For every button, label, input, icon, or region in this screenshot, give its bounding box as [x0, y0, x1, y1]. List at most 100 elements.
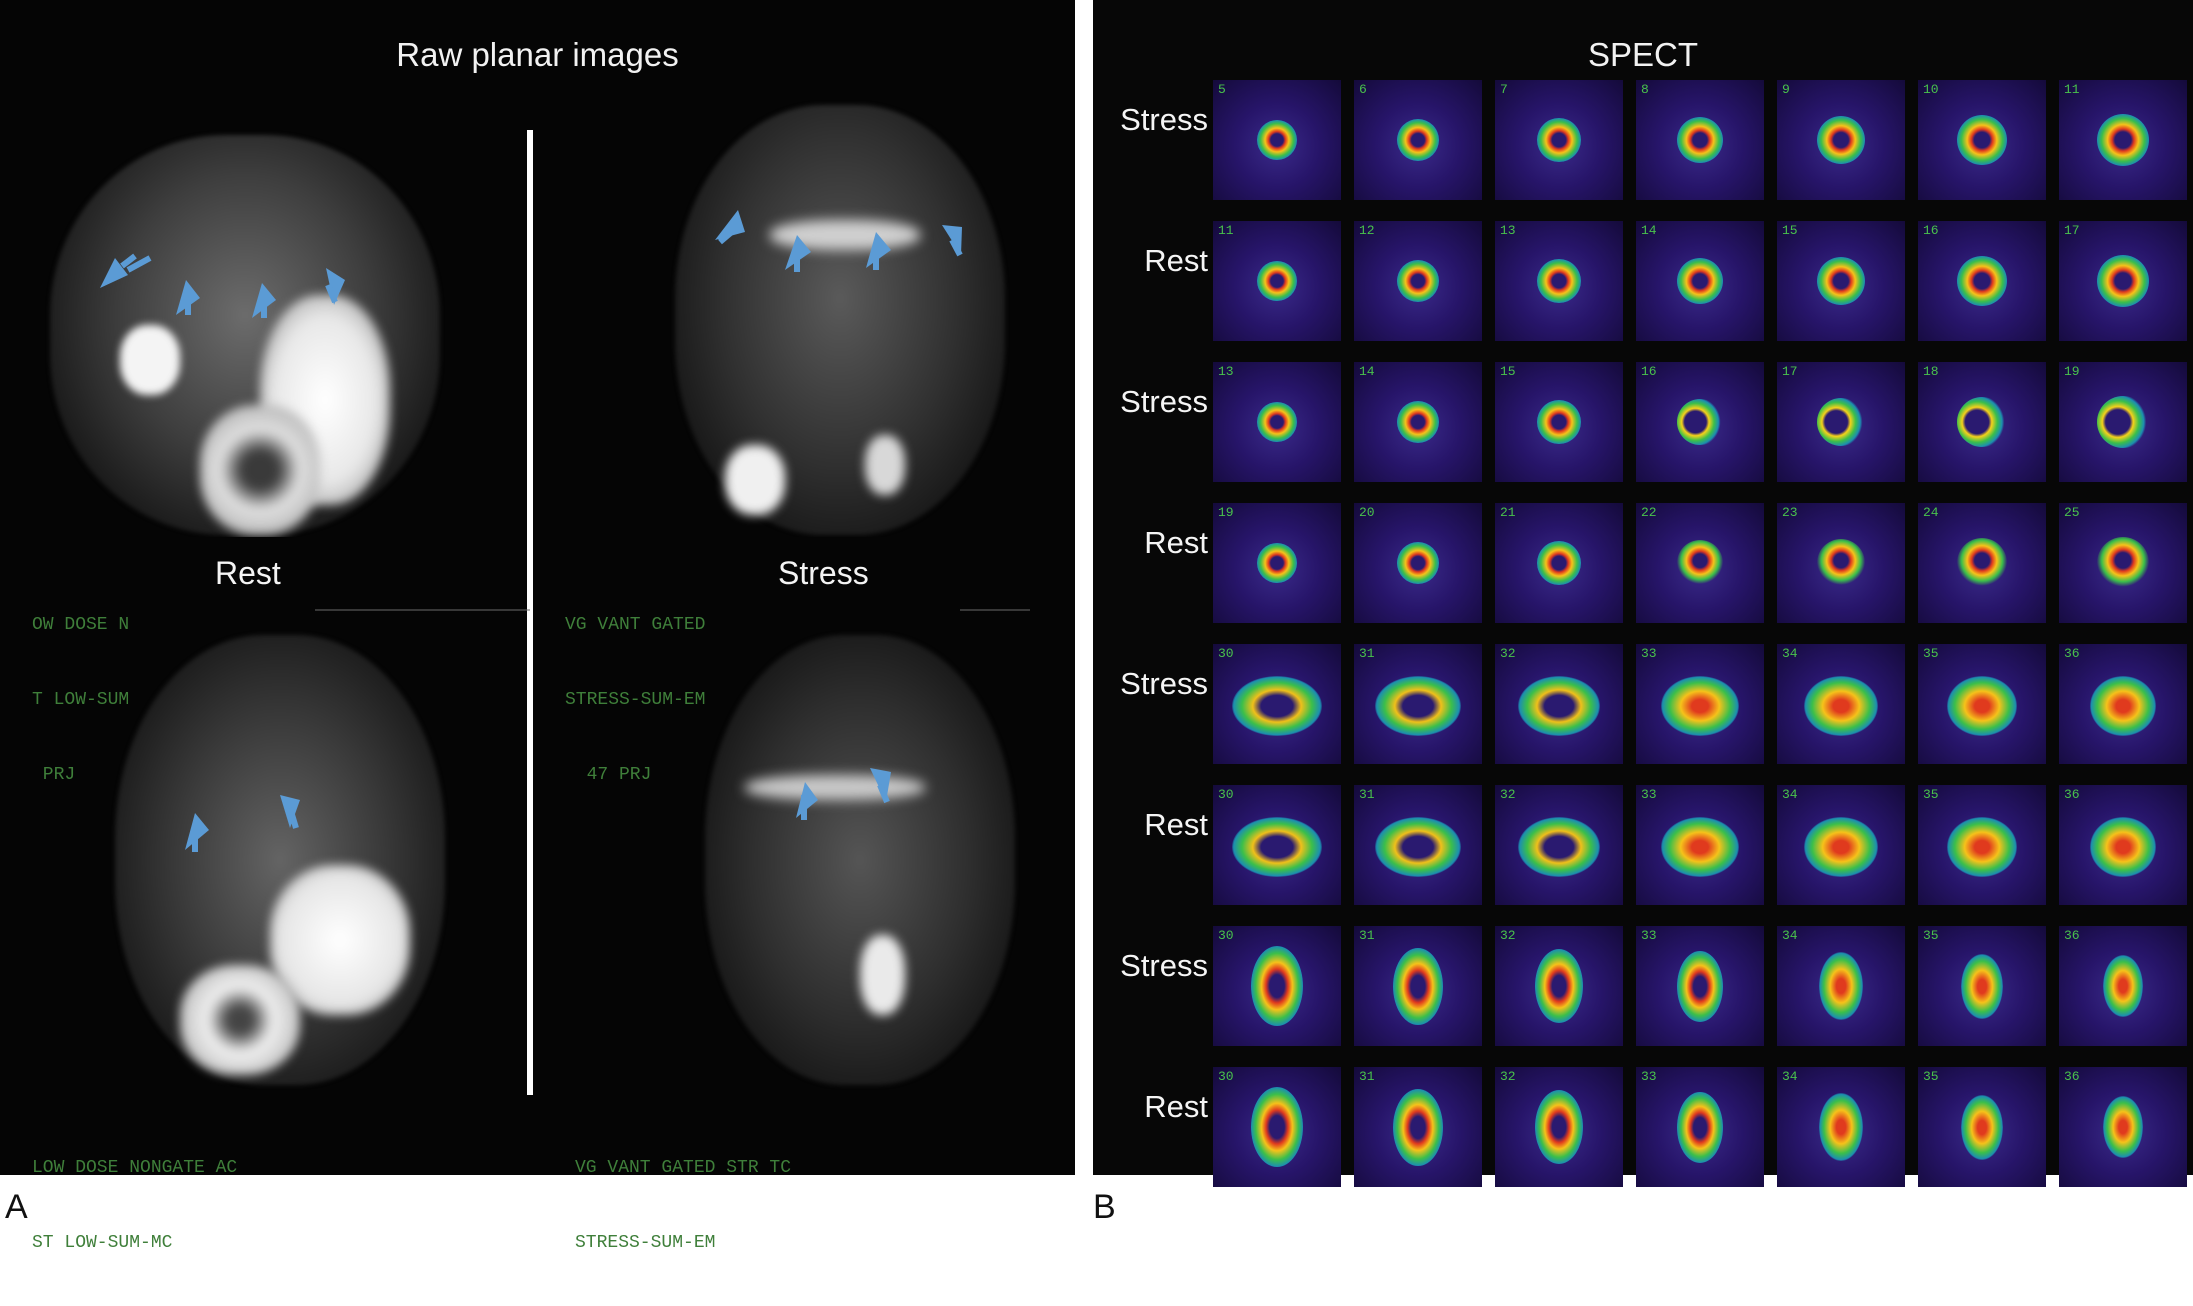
myocardium-uptake: [1817, 257, 1865, 305]
slice-number: 21: [1500, 505, 1516, 520]
caption-line: OW DOSE N: [32, 615, 130, 635]
slice-number: 33: [1641, 646, 1657, 661]
row-label-rest: Rest: [1144, 525, 1208, 560]
spect-slice: 33: [1636, 644, 1764, 764]
myocardium-uptake: [1375, 817, 1461, 877]
slice-number: 6: [1359, 82, 1367, 97]
slice-number: 32: [1500, 646, 1516, 661]
slice-number: 8: [1641, 82, 1649, 97]
spect-slice: 13: [1495, 221, 1623, 341]
myocardium-uptake: [1251, 946, 1303, 1026]
myocardium-uptake: [1961, 953, 2003, 1019]
panel-letter-b: B: [1093, 1188, 1116, 1226]
slice-number: 36: [2064, 646, 2080, 661]
myocardium-uptake: [1232, 817, 1322, 877]
slice-number: 30: [1218, 646, 1234, 661]
spect-slice: 32: [1495, 785, 1623, 905]
spect-slice: 10: [1918, 80, 2046, 200]
caption-line: 47 PRJ: [565, 765, 652, 785]
spect-slice: 6: [1354, 80, 1482, 200]
spect-slice: 32: [1495, 926, 1623, 1046]
slice-number: 16: [1641, 364, 1657, 379]
spect-slice: 35: [1918, 785, 2046, 905]
slice-number: 33: [1641, 928, 1657, 943]
slice-number: 24: [1923, 505, 1939, 520]
myocardium-uptake: [1397, 260, 1439, 302]
spect-slice: 14: [1636, 221, 1764, 341]
slice-number: 32: [1500, 787, 1516, 802]
bottom-right-caption: VG VANT GATED STR TC STRESS-SUM-EM: [575, 1106, 791, 1306]
myocardium-uptake: [1661, 817, 1739, 877]
myocardium-uptake: [1393, 947, 1443, 1025]
slice-number: 9: [1782, 82, 1790, 97]
slice-number: 34: [1782, 787, 1798, 802]
stress-lao-planar-image: [690, 625, 1030, 1085]
slice-number: 17: [2064, 223, 2080, 238]
caption-line: ST LOW-SUM-MC: [32, 1233, 173, 1253]
myocardium-uptake: [2097, 255, 2149, 307]
slice-number: 31: [1359, 787, 1375, 802]
spect-slice: 24: [1918, 503, 2046, 623]
myocardium-uptake: [1397, 119, 1439, 161]
myocardium-uptake: [2103, 1096, 2143, 1158]
spect-slice: 33: [1636, 785, 1764, 905]
spect-slice: 25: [2059, 503, 2187, 623]
slice-number: 31: [1359, 646, 1375, 661]
slice-number: 11: [2064, 82, 2080, 97]
slice-number: 15: [1782, 223, 1798, 238]
row-label-rest: Rest: [1144, 1089, 1208, 1124]
myocardium-uptake: [1397, 542, 1439, 584]
slice-number: 33: [1641, 1069, 1657, 1084]
slice-number: 31: [1359, 1069, 1375, 1084]
stress-label-box: [730, 537, 960, 617]
planar-title: Raw planar images: [396, 36, 679, 73]
slice-number: 10: [1923, 82, 1939, 97]
myocardium-uptake: [2090, 817, 2156, 877]
spect-slice: 35: [1918, 926, 2046, 1046]
row-label-rest: Rest: [1144, 807, 1208, 842]
spect-slice: 12: [1354, 221, 1482, 341]
slice-number: 34: [1782, 928, 1798, 943]
stress-anterior-planar-image: [655, 95, 1030, 535]
myocardium-uptake: [1804, 817, 1878, 877]
myocardium-uptake: [1537, 400, 1581, 444]
myocardium-uptake: [2103, 955, 2143, 1017]
spect-slice: 34: [1777, 926, 1905, 1046]
slice-number: 12: [1359, 223, 1375, 238]
caption-line: VG VANT GATED: [565, 615, 706, 635]
myocardium-uptake: [1819, 1093, 1863, 1161]
myocardium-uptake: [1817, 398, 1865, 446]
bottom-left-caption: LOW DOSE NONGATE AC ST LOW-SUM-MC: [32, 1106, 237, 1306]
myocardium-uptake: [1677, 1091, 1723, 1163]
slice-number: 35: [1923, 928, 1939, 943]
slice-number: 36: [2064, 1069, 2080, 1084]
spect-slice: 16: [1636, 362, 1764, 482]
slice-number: 35: [1923, 787, 1939, 802]
spect-slice: 30: [1213, 1067, 1341, 1187]
spect-slice: 23: [1777, 503, 1905, 623]
myocardium-uptake: [1819, 952, 1863, 1020]
myocardium-uptake: [1397, 401, 1439, 443]
slice-number: 13: [1218, 364, 1234, 379]
myocardium-uptake: [1677, 950, 1723, 1022]
arrow-icon: [100, 258, 128, 288]
spect-slice: 21: [1495, 503, 1623, 623]
rest-lao-planar-image: [95, 625, 465, 1095]
spect-panel: SPECT Stress 5 6 7 8 9 10 11 Rest 11 12 13 14 15 16 17 S…: [1093, 0, 2193, 1187]
slice-number: 32: [1500, 928, 1516, 943]
row-label-stress: Stress: [1120, 384, 1208, 419]
spect-slice: 31: [1354, 785, 1482, 905]
spect-slice: 8: [1636, 80, 1764, 200]
myocardium-uptake: [1957, 397, 2007, 447]
arrow-shafts: [126, 222, 963, 852]
myocardium-uptake: [1817, 116, 1865, 164]
row-label-stress: Stress: [1120, 666, 1208, 701]
myocardium-uptake: [1537, 541, 1581, 585]
arrow-icon: [715, 210, 745, 240]
slice-number: 31: [1359, 928, 1375, 943]
myocardium-uptake: [1535, 949, 1583, 1023]
myocardium-uptake: [1677, 258, 1723, 304]
caption-line: STRESS-SUM-EM: [565, 690, 706, 710]
slice-number: 23: [1782, 505, 1798, 520]
spect-slice: 34: [1777, 785, 1905, 905]
